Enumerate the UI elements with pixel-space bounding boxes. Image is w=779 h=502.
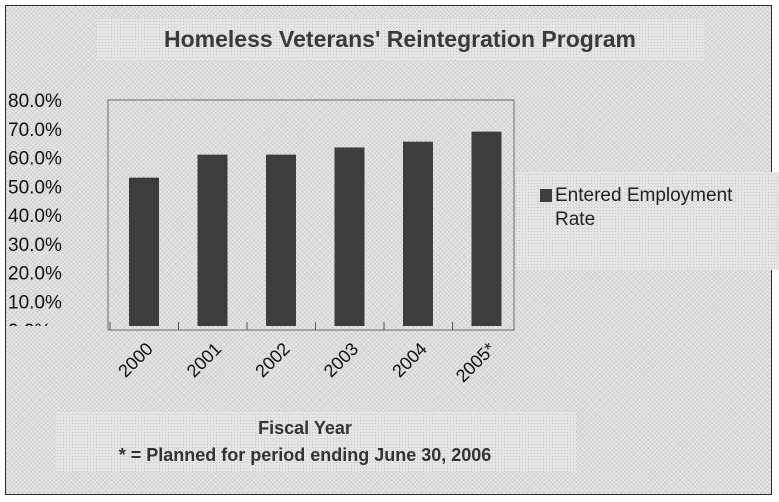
y-tick-label: 80.0% — [8, 91, 62, 112]
legend-swatch — [540, 189, 552, 202]
y-tick-label: 40.0% — [8, 206, 62, 227]
y-tick-label: 70.0% — [8, 120, 62, 141]
footnote: * = Planned for period ending June 30, 2… — [119, 445, 492, 465]
chart-title: Homeless Veterans' Reintegration Program — [164, 26, 636, 52]
bar-2002 — [266, 154, 296, 326]
x-tick-label: 2005* — [452, 339, 499, 386]
legend-label-line2: Rate — [555, 209, 595, 230]
y-tick-label: 0.0% — [8, 321, 51, 342]
bar-2004 — [403, 141, 433, 326]
x-tick-label: 2003 — [320, 339, 362, 381]
legend-box — [516, 172, 779, 270]
x-tick-label: 2001 — [183, 339, 225, 381]
y-tick-label: 50.0% — [8, 177, 62, 198]
title-box — [96, 18, 704, 60]
plot-area — [107, 99, 515, 331]
bar-2005-star — [471, 131, 502, 326]
xlabel-box — [56, 412, 576, 472]
x-tick-label: 2004 — [388, 339, 430, 381]
bar-2001 — [197, 154, 228, 326]
bar-2003 — [334, 147, 365, 326]
y-tick-label: 20.0% — [8, 264, 62, 285]
x-tick-label: 2002 — [251, 339, 293, 381]
x-tick-label: 2000 — [114, 339, 156, 381]
y-tick-label: 30.0% — [8, 235, 62, 256]
y-tick-label: 10.0% — [8, 292, 62, 313]
y-tick-label: 60.0% — [8, 149, 62, 170]
bar-2000 — [129, 177, 159, 326]
legend-label-line1: Entered Employment — [555, 185, 733, 206]
x-axis-title: Fiscal Year — [258, 418, 352, 438]
